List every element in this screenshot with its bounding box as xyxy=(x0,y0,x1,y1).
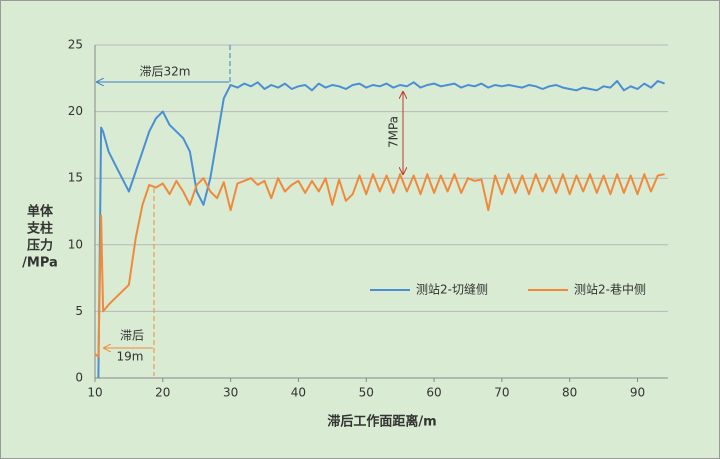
y-axis-label: /MPa xyxy=(22,256,58,271)
y-axis-label: 支柱 xyxy=(26,221,53,237)
annotation: 滞后 xyxy=(120,329,144,343)
series-line xyxy=(97,80,665,379)
y-tick-label: 0 xyxy=(75,371,83,385)
x-tick-label: 70 xyxy=(494,386,509,400)
series-line xyxy=(94,173,665,358)
y-tick-label: 25 xyxy=(68,38,83,52)
y-tick-label: 20 xyxy=(68,104,83,118)
legend-label: 测站2-切缝侧 xyxy=(416,282,488,297)
annotation: 滞后32m xyxy=(140,65,191,79)
x-tick-label: 90 xyxy=(630,386,645,400)
y-tick-label: 10 xyxy=(68,237,83,251)
y-axis-label: 压力 xyxy=(27,238,53,254)
annotation: 19m xyxy=(117,350,144,364)
x-tick-label: 40 xyxy=(291,386,306,400)
x-axis-label: 滞后工作面距离/m xyxy=(327,414,436,430)
x-tick-label: 30 xyxy=(223,386,238,400)
annotation: 7MPa xyxy=(387,116,401,148)
y-tick-label: 15 xyxy=(68,171,83,185)
y-axis-label: 单体 xyxy=(27,204,54,220)
x-tick-label: 10 xyxy=(87,386,102,400)
legend-label: 测站2-巷中侧 xyxy=(574,282,646,297)
x-tick-label: 20 xyxy=(155,386,170,400)
x-tick-label: 50 xyxy=(359,386,374,400)
x-tick-label: 60 xyxy=(426,386,441,400)
y-tick-label: 5 xyxy=(75,304,83,318)
x-tick-label: 80 xyxy=(562,386,577,400)
plot-area: 0 5 10 15 20 25 10 20 30 40 50 60 70 80 90 测站2-切缝侧 测站2-巷… xyxy=(68,38,668,400)
